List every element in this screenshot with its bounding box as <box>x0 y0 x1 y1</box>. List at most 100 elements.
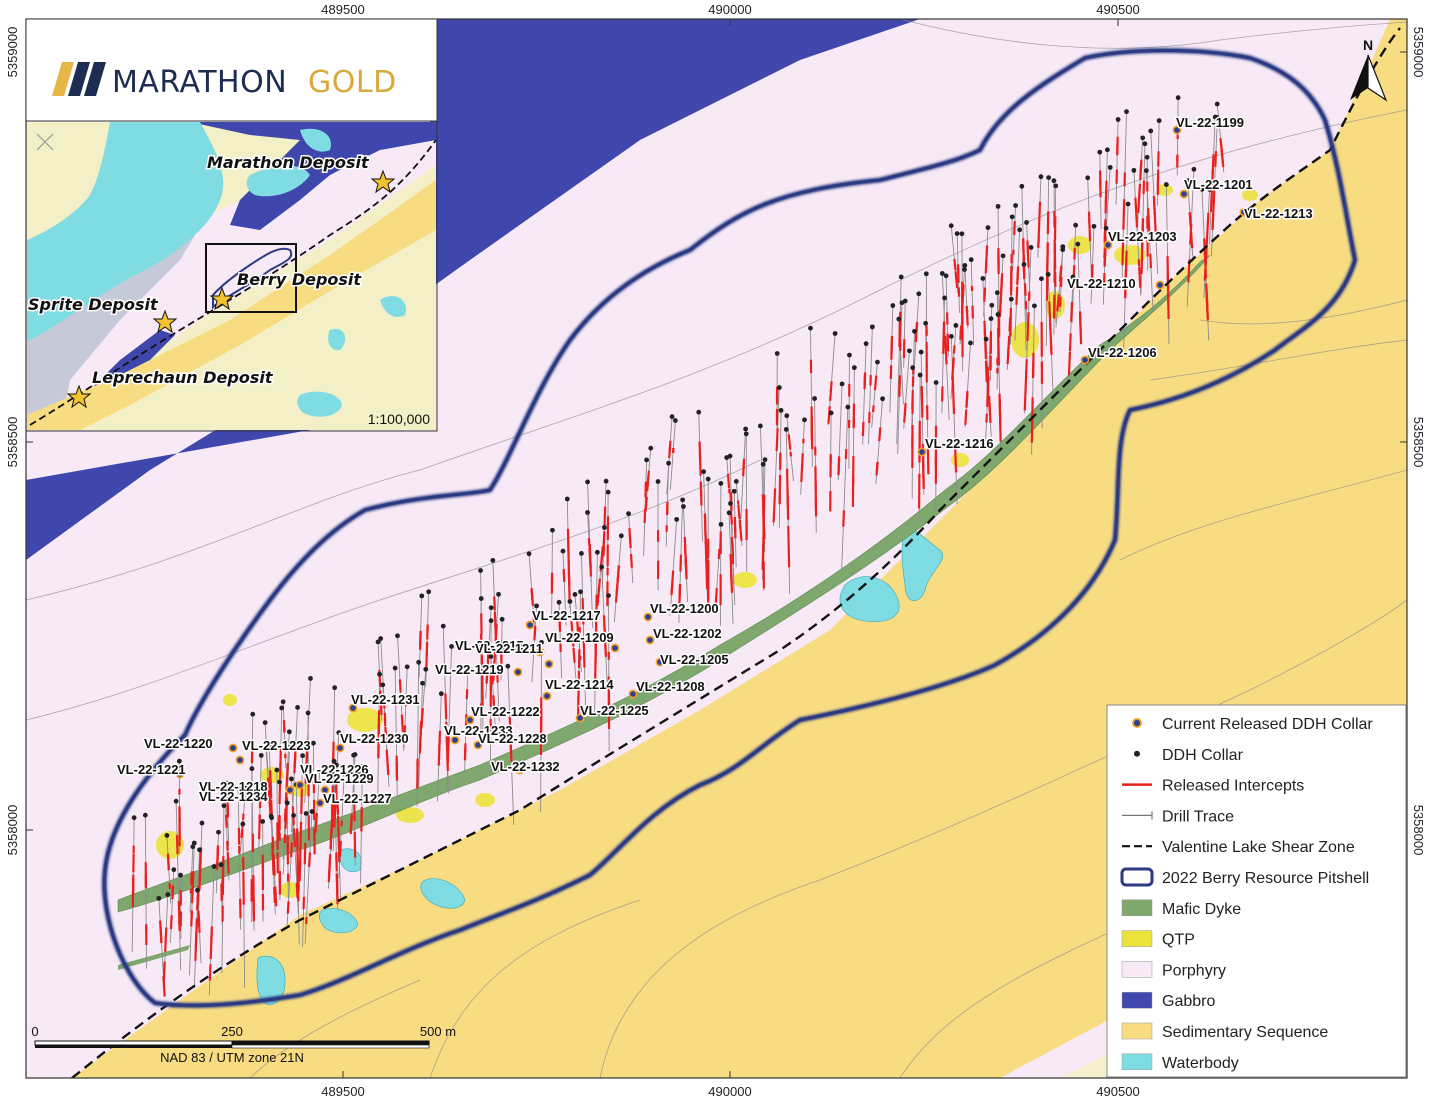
inset-label-berry: Berry Deposit <box>237 270 362 289</box>
legend-swatch-icon <box>1121 1053 1153 1071</box>
legend-label: Mafic Dyke <box>1162 901 1241 918</box>
current-collar-vl-22-1232 <box>515 765 525 775</box>
sedimentary-area <box>72 19 1407 1078</box>
legend-item-gabbro: Gabbro <box>1121 991 1215 1010</box>
current-collar-vl-22-1200 <box>643 612 653 622</box>
legend-label: Valentine Lake Shear Zone <box>1162 839 1355 856</box>
legend-swatch-icon <box>1121 899 1153 917</box>
legend-label: Sedimentary Sequence <box>1162 1024 1328 1041</box>
right-coord-1: 5359000 <box>1411 27 1426 78</box>
legend-item-2022-berry-resource-pitshell: 2022 Berry Resource Pitshell <box>1120 867 1369 887</box>
projection-label: NAD 83 / UTM zone 21N <box>160 1050 304 1065</box>
hole-label-vl-22-1211: VL-22-1211 <box>475 641 543 656</box>
hole-label-vl-22-1216: VL-22-1216 <box>925 436 994 451</box>
current-collar-vl-22-1214 <box>542 691 552 701</box>
legend-item-qtp: QTP <box>1121 930 1195 949</box>
berry-resource-pitshell-line <box>102 49 1357 1007</box>
north-label: N <box>1363 37 1373 53</box>
legend-item-waterbody: Waterbody <box>1121 1053 1239 1072</box>
current-collar-vl-22-1225 <box>575 713 585 723</box>
map-frame <box>25 18 1408 1079</box>
inset-label-marathon: Marathon Deposit <box>207 153 370 172</box>
logo-word-gold: GOLD <box>308 65 397 100</box>
hole-label-vl-22-1202: VL-22-1202 <box>653 626 722 641</box>
hole-label-vl-22-1217: VL-22-1217 <box>532 608 601 623</box>
valentine-lake-shear-zone <box>71 27 1401 1078</box>
hole-label-vl-22-1209: VL-22-1209 <box>545 630 614 645</box>
top-coord-3: 490500 <box>1096 2 1139 17</box>
scale-tick-500: 500 m <box>420 1024 456 1039</box>
current-collar-vl-22-1216 <box>917 447 927 457</box>
north-arrow: N <box>1350 37 1388 102</box>
mafic-dyke-small <box>118 945 190 970</box>
legend-swatch-icon <box>1121 1022 1153 1040</box>
current-collar-vl-22-1221 <box>175 769 185 779</box>
current-collar-vl-22-1226 <box>295 780 305 790</box>
legend-label: QTP <box>1162 932 1195 949</box>
current-collar-vl-22-1228 <box>473 740 483 750</box>
right-coord-2: 5358500 <box>1411 417 1426 468</box>
legend-item-released-intercepts: Released Intercepts <box>1122 778 1304 795</box>
left-coord-1: 5359000 <box>5 27 20 78</box>
hole-label-vl-22-1206: VL-22-1206 <box>1088 345 1157 360</box>
legend-label: Released Intercepts <box>1162 778 1304 795</box>
hole-label-vl-22-1208: VL-22-1208 <box>636 679 705 694</box>
current-collar-vl-22-1199 <box>1172 125 1182 135</box>
left-coord-2: 5358500 <box>5 417 20 468</box>
logo-box: MARATHON GOLD <box>25 18 438 122</box>
current-collar-vl-22-1213 <box>1239 207 1249 217</box>
legend-swatch-icon <box>1121 930 1153 947</box>
hole-label-vl-22-1230: VL-22-1230 <box>340 731 409 746</box>
current-collar-vl-22-1219 <box>513 667 523 677</box>
hole-label-vl-22-1214: VL-22-1214 <box>545 677 614 692</box>
current-collar-vl-22-1227 <box>315 798 325 808</box>
right-coord-3: 5358000 <box>1411 805 1426 856</box>
legend-label: Waterbody <box>1162 1055 1239 1072</box>
legend: Current Released DDH Collar DDH Collar Rel… <box>1106 704 1407 1078</box>
current-collar-vl-22-1203 <box>1103 240 1113 250</box>
current-collar-vl-22-1209 <box>610 643 620 653</box>
legend-item-sedimentary-sequence: Sedimentary Sequence <box>1121 1022 1328 1041</box>
legend-label: DDH Collar <box>1162 747 1244 764</box>
hole-label-vl-22-1222: VL-22-1222 <box>471 704 540 719</box>
legend-collar-icon <box>1134 750 1140 757</box>
current-collar-vl-22-1229 <box>320 785 330 795</box>
legend-item-ddh-collar: DDH Collar <box>1134 747 1244 764</box>
hole-label-vl-22-1200: VL-22-1200 <box>650 601 719 616</box>
current-collar-vl-22-1223 <box>235 755 245 765</box>
hole-label-vl-22-1229: VL-22-1229 <box>305 771 374 786</box>
ddh-collars <box>131 95 1220 901</box>
legend-item-current-released-ddh-collar: Current Released DDH Collar <box>1132 716 1373 733</box>
legend-label: Porphyry <box>1162 962 1226 979</box>
hole-label-vl-22-1234: VL-22-1234 <box>199 789 268 804</box>
scale-bar: 0 250 500 m NAD 83 / UTM zone 21N <box>31 1024 456 1065</box>
logo-word-marathon: MARATHON <box>112 65 287 100</box>
legend-swatch-icon <box>1121 991 1153 1009</box>
hole-label-vl-22-1203: VL-22-1203 <box>1108 229 1177 244</box>
hole-label-vl-22-1233: VL-22-1233 <box>444 723 513 738</box>
hole-label-vl-22-1215: VL-22-1215 <box>455 638 524 653</box>
hole-label-vl-22-1232: VL-22-1232 <box>491 759 560 774</box>
current-collar-vl-22-1202 <box>645 635 655 645</box>
scale-tick-250: 250 <box>221 1024 243 1039</box>
hole-label-vl-22-1223: VL-22-1223 <box>242 738 311 753</box>
legend-current-collar-icon <box>1132 718 1142 728</box>
inset-berry-box <box>205 243 297 313</box>
legend-item-porphyry: Porphyry <box>1121 961 1226 979</box>
hole-label-vl-22-1219: VL-22-1219 <box>435 662 504 677</box>
inset-label-leprechaun: Leprechaun Deposit <box>92 368 274 387</box>
inset-deposit-stars <box>66 169 396 409</box>
current-collar-vl-22-1210 <box>1155 280 1165 290</box>
legend-label: Current Released DDH Collar <box>1162 716 1373 733</box>
mafic-dyke <box>117 254 1211 913</box>
hole-label-vl-22-1201: VL-22-1201 <box>1184 177 1253 192</box>
inset-map: Marathon Deposit Berry Deposit Sprite De… <box>25 120 438 432</box>
legend-label: Drill Trace <box>1162 808 1234 825</box>
top-coord-1: 489500 <box>321 2 364 17</box>
inset-label-sprite: Sprite Deposit <box>28 295 159 314</box>
current-collar-vl-22-1233 <box>450 735 460 745</box>
current-collar-vl-22-1220 <box>228 743 238 753</box>
legend-item-drill-trace: Drill Trace <box>1122 808 1234 825</box>
current-collar-vl-22-1205 <box>655 657 665 667</box>
legend-item-valentine-lake-shear-zone: Valentine Lake Shear Zone <box>1122 839 1355 856</box>
